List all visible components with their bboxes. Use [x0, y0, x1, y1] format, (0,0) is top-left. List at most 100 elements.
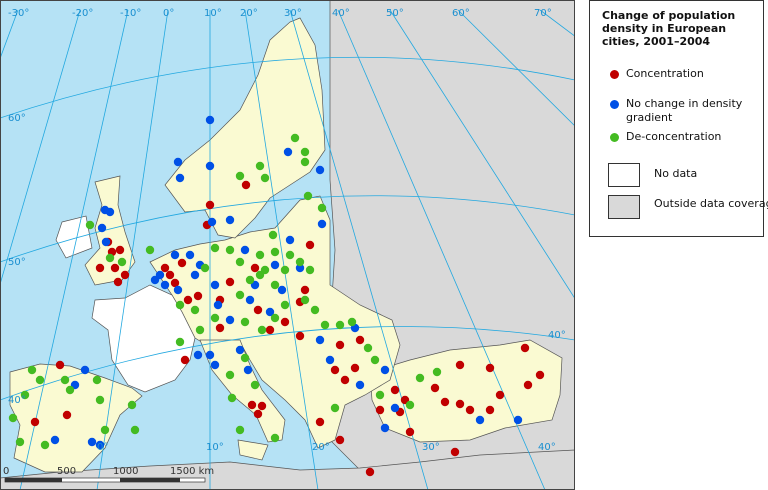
city-dot — [95, 395, 105, 405]
graticule-label: 70° — [534, 8, 552, 19]
city-dot — [95, 263, 105, 273]
city-dot — [110, 263, 120, 273]
city-dot — [355, 335, 365, 345]
city-dot — [365, 467, 375, 477]
meridian — [0, 9, 81, 286]
city-dot — [105, 253, 115, 263]
city-dot — [315, 165, 325, 175]
graticule-label: 40° — [538, 442, 556, 453]
city-dot — [30, 417, 40, 427]
city-dot — [325, 355, 335, 365]
city-dot — [270, 433, 280, 443]
city-dot — [295, 263, 305, 273]
uk — [84, 175, 136, 286]
city-dot — [253, 305, 263, 315]
graticule-label: 30° — [284, 8, 302, 19]
city-dot — [335, 340, 345, 350]
city-dot — [210, 243, 220, 253]
city-dot — [250, 263, 260, 273]
city-dot — [455, 399, 465, 409]
city-dot — [170, 278, 180, 288]
city-dot — [290, 133, 300, 143]
meridian — [244, 9, 319, 490]
city-dot — [130, 425, 140, 435]
city-dot — [115, 245, 125, 255]
city-dot — [405, 427, 415, 437]
city-dot — [240, 317, 250, 327]
city-dot — [241, 180, 251, 190]
city-dot — [330, 365, 340, 375]
legend-swatch — [610, 70, 619, 79]
city-dot — [175, 300, 185, 310]
city-dot — [495, 390, 505, 400]
city-dot — [245, 295, 255, 305]
city-dot — [432, 367, 442, 377]
city-dot — [277, 285, 287, 295]
city-dot — [8, 413, 18, 423]
city-dot — [283, 147, 293, 157]
city-dot — [255, 161, 265, 171]
city-dot — [240, 245, 250, 255]
city-dot — [347, 317, 357, 327]
city-dot — [35, 375, 45, 385]
city-dot — [190, 305, 200, 315]
city-dot — [350, 363, 360, 373]
city-dot — [177, 258, 187, 268]
ireland — [55, 215, 93, 259]
city-dot — [300, 295, 310, 305]
city-dot — [415, 373, 425, 383]
city-dot — [97, 223, 107, 233]
city-dot — [300, 147, 310, 157]
graticule-label: -30° — [8, 8, 29, 19]
city-dot — [430, 383, 440, 393]
city-dot — [193, 291, 203, 301]
parallel — [0, 56, 575, 119]
graticule-label: -20° — [72, 8, 93, 19]
city-dot — [280, 317, 290, 327]
city-dot — [335, 320, 345, 330]
city-dot — [303, 191, 313, 201]
graticule-label: 40° — [548, 330, 566, 341]
city-dot — [270, 280, 280, 290]
city-dot — [247, 400, 257, 410]
parallel — [0, 195, 575, 263]
city-dot — [20, 390, 30, 400]
city-dot — [175, 173, 185, 183]
city-dot — [317, 219, 327, 229]
city-dot — [235, 290, 245, 300]
city-dot — [240, 353, 250, 363]
city-dot — [101, 237, 111, 247]
meridian — [19, 9, 129, 490]
graticule-label: 60° — [8, 113, 26, 124]
city-dot — [450, 447, 460, 457]
city-dot — [257, 325, 267, 335]
city-dot — [315, 417, 325, 427]
city-dot — [15, 437, 25, 447]
map: -30° -20° -10° 0° 10° 20° 30° 40° 50° 60° 70° 60° 50… — [0, 0, 575, 490]
city-dot — [370, 355, 380, 365]
city-dot — [210, 280, 220, 290]
legend-swatch — [608, 163, 640, 187]
city-dot — [285, 250, 295, 260]
scale-bar — [4, 477, 206, 483]
city-dot — [127, 400, 137, 410]
city-dot — [87, 437, 97, 447]
graticule-label: 50° — [8, 257, 26, 268]
legend-swatch — [608, 195, 640, 219]
city-dot — [355, 380, 365, 390]
city-dot — [173, 157, 183, 167]
city-dot — [155, 270, 165, 280]
city-dot — [40, 440, 50, 450]
city-dot — [235, 171, 245, 181]
graticule-label: 10° — [204, 8, 222, 19]
legend-label: Concentration — [626, 67, 704, 80]
city-dot — [485, 363, 495, 373]
city-dot — [250, 380, 260, 390]
city-dot — [265, 325, 275, 335]
city-dot — [535, 370, 545, 380]
city-dot — [440, 397, 450, 407]
city-dot — [100, 425, 110, 435]
graticule-label: 0° — [97, 442, 108, 453]
city-dot — [243, 365, 253, 375]
city-dot — [245, 275, 255, 285]
